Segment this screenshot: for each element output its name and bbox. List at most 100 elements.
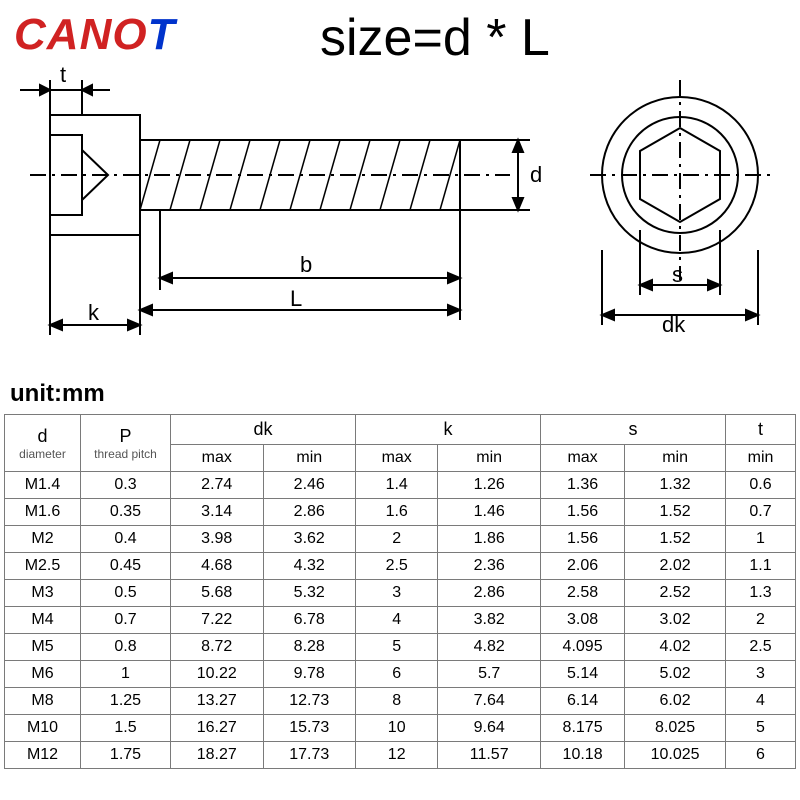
col-k-max: max	[356, 445, 438, 472]
table-cell: 10.18	[540, 742, 624, 769]
col-dk-min: min	[263, 445, 356, 472]
col-k-min: min	[438, 445, 541, 472]
table-cell: M4	[5, 607, 81, 634]
brand-letter: A	[47, 10, 80, 59]
table-cell: 4.02	[625, 634, 726, 661]
brand-logo: CANOT	[14, 10, 175, 60]
col-header-d: d diameter	[5, 415, 81, 472]
table-cell: 1.52	[625, 526, 726, 553]
table-cell: 0.4	[81, 526, 171, 553]
table-cell: 1	[726, 526, 796, 553]
table-cell: 3.08	[540, 607, 624, 634]
col-p-sub: thread pitch	[83, 447, 168, 461]
table-cell: 12	[356, 742, 438, 769]
table-cell: M12	[5, 742, 81, 769]
table-cell: M1.6	[5, 499, 81, 526]
table-row: M81.2513.2712.7387.646.146.024	[5, 688, 796, 715]
col-s-max: max	[540, 445, 624, 472]
table-cell: 0.8	[81, 634, 171, 661]
table-cell: 7.64	[438, 688, 541, 715]
col-dk-max: max	[171, 445, 264, 472]
table-cell: 6.14	[540, 688, 624, 715]
table-cell: 18.27	[171, 742, 264, 769]
table-cell: 1.56	[540, 499, 624, 526]
table-cell: 0.7	[726, 499, 796, 526]
page-title: size=d * L	[320, 8, 550, 68]
table-cell: 8.28	[263, 634, 356, 661]
table-cell: 3.02	[625, 607, 726, 634]
table-cell: 3	[726, 661, 796, 688]
table-cell: 1.26	[438, 472, 541, 499]
table-cell: 6	[726, 742, 796, 769]
dim-label-L: L	[290, 286, 302, 311]
table-cell: 2.86	[263, 499, 356, 526]
table-cell: 4.68	[171, 553, 264, 580]
table-cell: 13.27	[171, 688, 264, 715]
col-header-p: P thread pitch	[81, 415, 171, 472]
table-cell: M1.4	[5, 472, 81, 499]
table-cell: M5	[5, 634, 81, 661]
dim-label-dk: dk	[662, 312, 686, 337]
col-header-k: k	[356, 415, 541, 445]
table-cell: 1.5	[81, 715, 171, 742]
table-cell: 8	[356, 688, 438, 715]
table-cell: M2.5	[5, 553, 81, 580]
table-cell: 4	[356, 607, 438, 634]
table-cell: 0.45	[81, 553, 171, 580]
table-cell: 1.56	[540, 526, 624, 553]
table-cell: 5	[356, 634, 438, 661]
table-cell: 4.095	[540, 634, 624, 661]
table-cell: 4.82	[438, 634, 541, 661]
table-cell: 2.46	[263, 472, 356, 499]
table-cell: 9.64	[438, 715, 541, 742]
table-cell: 0.3	[81, 472, 171, 499]
table-cell: 2	[726, 607, 796, 634]
table-cell: 3.14	[171, 499, 264, 526]
table-cell: 8.175	[540, 715, 624, 742]
table-cell: 3.62	[263, 526, 356, 553]
table-cell: 1.32	[625, 472, 726, 499]
table-cell: 1.3	[726, 580, 796, 607]
dim-label-d: d	[530, 162, 542, 187]
brand-letter: C	[14, 10, 47, 59]
col-t-min: min	[726, 445, 796, 472]
table-cell: 5.32	[263, 580, 356, 607]
table-cell: 2.02	[625, 553, 726, 580]
screw-diagram-svg: t b L k d s dk	[10, 60, 790, 360]
table-cell: 2.36	[438, 553, 541, 580]
table-cell: 1.36	[540, 472, 624, 499]
table-cell: 4	[726, 688, 796, 715]
table-cell: 0.35	[81, 499, 171, 526]
table-row: M121.7518.2717.731211.5710.1810.0256	[5, 742, 796, 769]
table-cell: 2.74	[171, 472, 264, 499]
table-cell: 1.6	[356, 499, 438, 526]
table-row: M1.60.353.142.861.61.461.561.520.7	[5, 499, 796, 526]
table-cell: 1.52	[625, 499, 726, 526]
table-row: M30.55.685.3232.862.582.521.3	[5, 580, 796, 607]
table-cell: 5	[726, 715, 796, 742]
dimension-table: d diameter P thread pitch dk k s t max m…	[4, 414, 796, 769]
brand-letter: T	[148, 10, 176, 59]
table-cell: 0.5	[81, 580, 171, 607]
table-cell: 1.4	[356, 472, 438, 499]
table-cell: 2.5	[726, 634, 796, 661]
table-header-row-1: d diameter P thread pitch dk k s t	[5, 415, 796, 445]
unit-label: unit:mm	[10, 380, 105, 408]
table-cell: 3	[356, 580, 438, 607]
table-cell: 3.82	[438, 607, 541, 634]
table-cell: 5.68	[171, 580, 264, 607]
table-cell: 1.25	[81, 688, 171, 715]
dim-label-s: s	[672, 262, 683, 287]
table-cell: M8	[5, 688, 81, 715]
table-cell: 11.57	[438, 742, 541, 769]
technical-diagram: t b L k d s dk	[10, 60, 790, 360]
dim-label-b: b	[300, 252, 312, 277]
table-cell: 1	[81, 661, 171, 688]
table-cell: M2	[5, 526, 81, 553]
table-cell: 12.73	[263, 688, 356, 715]
col-header-s: s	[540, 415, 725, 445]
table-cell: 6.02	[625, 688, 726, 715]
table-cell: 0.7	[81, 607, 171, 634]
table-cell: 16.27	[171, 715, 264, 742]
table-row: M6110.229.7865.75.145.023	[5, 661, 796, 688]
